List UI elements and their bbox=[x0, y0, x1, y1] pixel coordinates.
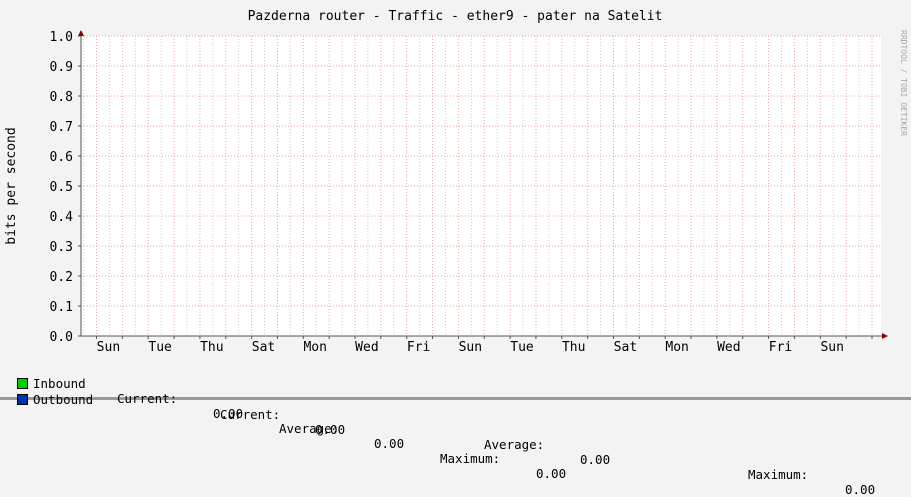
y-tick-label: 0.9 bbox=[50, 60, 73, 75]
y-tick-label: 0.3 bbox=[50, 240, 73, 255]
watermark: RRDTOOL / TOBI OETIKER bbox=[899, 30, 908, 136]
y-tick-label: 0.6 bbox=[50, 150, 73, 165]
y-tick-label: 0.8 bbox=[50, 90, 73, 105]
outbound-average: 0.00 bbox=[580, 452, 611, 467]
legend-outbound: Outbound Current: 0.00 Average: 0.00 Max… bbox=[17, 377, 897, 497]
outbound-current-label: Current: bbox=[220, 407, 281, 422]
y-tick-label: 0.0 bbox=[50, 330, 73, 345]
x-tick-label: Thu bbox=[562, 340, 585, 355]
x-tick-label: Sat bbox=[252, 340, 275, 355]
traffic-chart: Pazderna router - Traffic - ether9 - pat… bbox=[0, 9, 911, 400]
outbound-maximum: 0.00 bbox=[845, 482, 876, 497]
x-tick-label: Tue bbox=[510, 340, 534, 355]
x-tick-label: Tue bbox=[148, 340, 172, 355]
x-tick-label: Mon bbox=[303, 340, 326, 355]
inbound-label: Inbound bbox=[33, 376, 86, 391]
x-tick-label: Fri bbox=[407, 340, 430, 355]
y-tick-label: 0.7 bbox=[50, 120, 73, 135]
y-axis-label: bits per second bbox=[4, 127, 19, 244]
chart-title: Pazderna router - Traffic - ether9 - pat… bbox=[248, 9, 663, 24]
x-tick-label: Sun bbox=[97, 340, 120, 355]
y-axis-arrow bbox=[78, 30, 84, 36]
y-tick-label: 0.4 bbox=[50, 210, 74, 225]
x-tick-label: Fri bbox=[769, 340, 792, 355]
y-tick-label: 1.0 bbox=[50, 30, 73, 45]
x-tick-label: Wed bbox=[717, 340, 740, 355]
x-tick-label: Sat bbox=[614, 340, 637, 355]
x-tick-label: Sun bbox=[459, 340, 482, 355]
x-tick-label: Wed bbox=[355, 340, 378, 355]
y-tick-label: 0.1 bbox=[50, 300, 73, 315]
x-tick-label: Sun bbox=[820, 340, 843, 355]
outbound-average-label: Average: bbox=[484, 437, 545, 452]
outbound-maximum-label: Maximum: bbox=[748, 467, 809, 482]
x-axis-arrow bbox=[882, 333, 888, 339]
outbound-current: 0.00 bbox=[315, 422, 346, 437]
x-tick-label: Thu bbox=[200, 340, 223, 355]
y-tick-label: 0.2 bbox=[50, 270, 73, 285]
x-tick-label: Mon bbox=[665, 340, 688, 355]
y-tick-label: 0.5 bbox=[50, 180, 73, 195]
inbound-swatch bbox=[17, 378, 28, 389]
